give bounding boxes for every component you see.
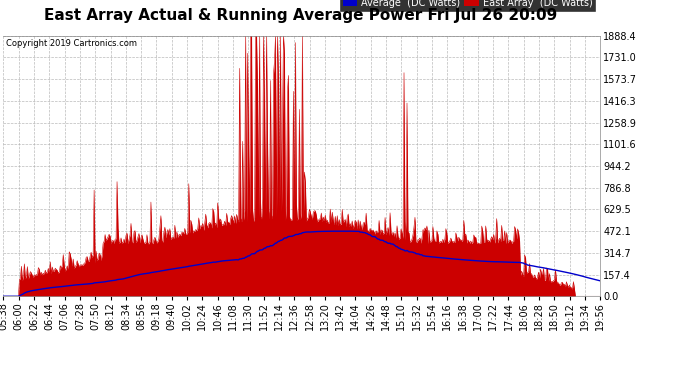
Text: Copyright 2019 Cartronics.com: Copyright 2019 Cartronics.com bbox=[6, 39, 137, 48]
Text: East Array Actual & Running Average Power Fri Jul 26 20:09: East Array Actual & Running Average Powe… bbox=[43, 8, 557, 23]
Legend: Average  (DC Watts), East Array  (DC Watts): Average (DC Watts), East Array (DC Watts… bbox=[340, 0, 595, 11]
